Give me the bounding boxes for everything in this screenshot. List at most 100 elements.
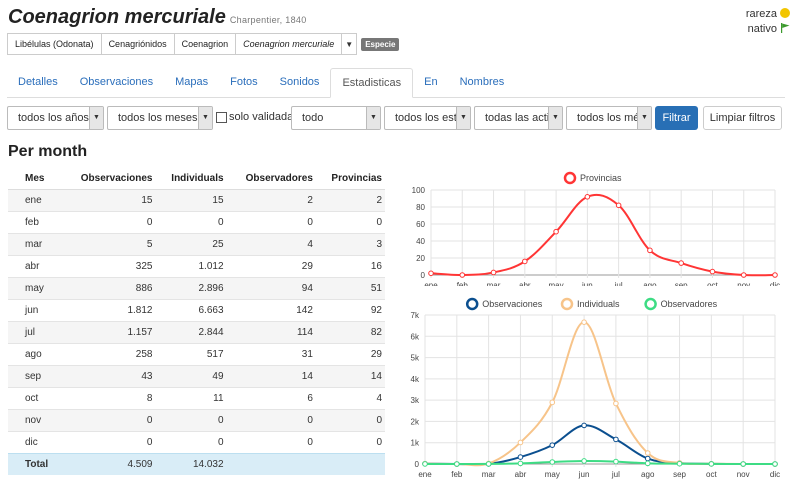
y-tick-label: 80 [416, 203, 425, 212]
years-select[interactable]: todos los años ▼ [7, 106, 104, 130]
legend-label: Observadores [661, 299, 718, 309]
validated-label: solo validadas [229, 111, 299, 123]
y-tick-label: 0 [415, 460, 420, 469]
table-cell: 0 [155, 409, 227, 432]
checkbox-box[interactable] [216, 111, 227, 123]
activities-select[interactable]: todas las actividades▼ [474, 106, 563, 130]
x-tick-label: dic [770, 470, 780, 479]
breadcrumb-genus[interactable]: Coenagrion [173, 33, 236, 55]
x-tick-label: mar [482, 470, 496, 479]
y-tick-label: 3k [411, 396, 420, 405]
methods-select-value: todos los métodos [577, 112, 651, 124]
tab-en[interactable]: En [424, 76, 438, 88]
breadcrumb-family[interactable]: Cenagriónidos [100, 33, 174, 55]
total-cell: 4.509 [60, 453, 156, 475]
rank-badge: Especie [361, 37, 400, 51]
tab-names[interactable]: Nombres [459, 76, 505, 88]
data-point [709, 268, 716, 275]
table-cell: 4 [226, 233, 316, 256]
scope-select[interactable]: todo ▼ [291, 106, 381, 130]
species-title: Coenagrion mercuriale Charpentier, 1840 [8, 6, 307, 29]
x-tick-label: ago [641, 470, 655, 479]
species-author: Charpentier, 1840 [229, 15, 307, 25]
tab-maps[interactable]: Mapas [175, 76, 209, 88]
table-cell: 0 [226, 431, 316, 454]
x-tick-label: sep [675, 281, 688, 286]
y-tick-label: 2k [411, 417, 420, 426]
series-line [424, 424, 776, 466]
table-cell: 94 [226, 277, 316, 300]
total-cell [315, 453, 385, 475]
origin-status: nativo [746, 22, 790, 37]
tab-sounds[interactable]: Sonidos [279, 76, 320, 88]
table-cell: may [8, 277, 61, 300]
breadcrumb-species[interactable]: Coenagrion mercuriale [235, 33, 342, 55]
y-tick-label: 20 [416, 254, 425, 263]
validated-checkbox[interactable]: solo validadas [216, 111, 299, 123]
stages-select[interactable]: todos los estadios▼ [384, 106, 471, 130]
data-point [772, 461, 778, 467]
table-cell: 3 [315, 233, 385, 256]
x-tick-label: may [549, 281, 564, 286]
table-cell: 886 [60, 277, 156, 300]
table-cell: 82 [315, 321, 385, 344]
filter-button[interactable]: Filtrar [655, 106, 698, 130]
table-cell: 5 [60, 233, 156, 256]
data-point [549, 459, 556, 465]
table-cell: 0 [226, 409, 316, 432]
y-tick-label: 6k [411, 332, 420, 341]
data-point [644, 450, 651, 456]
table-cell: 0 [60, 211, 156, 234]
species-name: Coenagrion mercuriale [8, 6, 226, 28]
tab-photos[interactable]: Fotos [230, 76, 258, 88]
legend-marker [465, 297, 479, 311]
x-tick-label: abr [519, 281, 531, 286]
methods-select[interactable]: todos los métodos▼ [566, 106, 652, 130]
table-cell: 15 [60, 189, 156, 212]
table-row: nov 0 0 0 0 [8, 409, 385, 432]
table-cell: 0 [315, 211, 385, 234]
data-point [644, 460, 651, 467]
y-tick-label: 7k [411, 311, 420, 320]
breadcrumb-caret-down-icon[interactable]: ▼ [341, 33, 358, 55]
stages-select-value: todos los estadios [395, 112, 470, 124]
data-point [422, 461, 428, 467]
table-cell: 0 [315, 431, 385, 454]
table-cell: 31 [226, 343, 316, 366]
legend-label: Provincias [580, 173, 622, 183]
tab-observations[interactable]: Observaciones [79, 76, 154, 88]
months-select[interactable]: todos los meses ▼ [107, 106, 213, 130]
table-row: ene 15 15 2 2 [8, 189, 385, 212]
data-point [740, 461, 746, 467]
data-point [676, 460, 683, 467]
table-cell: 0 [60, 431, 156, 454]
tab-bar: Detalles Observaciones Mapas Fotos Sonid… [7, 68, 785, 98]
table-cell: 29 [315, 343, 385, 366]
table-cell: jun [8, 299, 61, 322]
table-cell: 114 [226, 321, 316, 344]
x-tick-label: ene [418, 470, 432, 479]
table-cell: dic [8, 431, 61, 454]
table-row: jun 1.812 6.663 142 92 [8, 299, 385, 322]
x-tick-label: jun [581, 281, 593, 286]
table-cell: 2.896 [155, 277, 227, 300]
tab-details[interactable]: Detalles [18, 76, 58, 88]
y-tick-label: 5k [411, 354, 420, 363]
x-tick-label: oct [706, 470, 717, 479]
table-cell: 49 [155, 365, 227, 388]
tab-statistics[interactable]: Estadisticas [330, 68, 414, 98]
legend-marker [644, 297, 657, 311]
total-cell [226, 453, 316, 475]
x-tick-label: ago [643, 281, 657, 286]
x-tick-label: may [545, 470, 560, 479]
years-select-value: todos los años [18, 112, 89, 124]
x-tick-label: oct [707, 281, 718, 286]
table-cell: 2.844 [155, 321, 227, 344]
observations-chart: Observaciones Individuals Observadores 0 1k 2… [411, 297, 780, 479]
x-tick-label: jul [611, 470, 620, 479]
breadcrumb-order[interactable]: Libélulas (Odonata) [7, 33, 101, 55]
data-point [517, 439, 524, 446]
rarity-label: rareza [745, 8, 777, 20]
table-cell: 6.663 [155, 299, 227, 322]
clear-filters-button[interactable]: Limpiar filtros [703, 106, 782, 130]
